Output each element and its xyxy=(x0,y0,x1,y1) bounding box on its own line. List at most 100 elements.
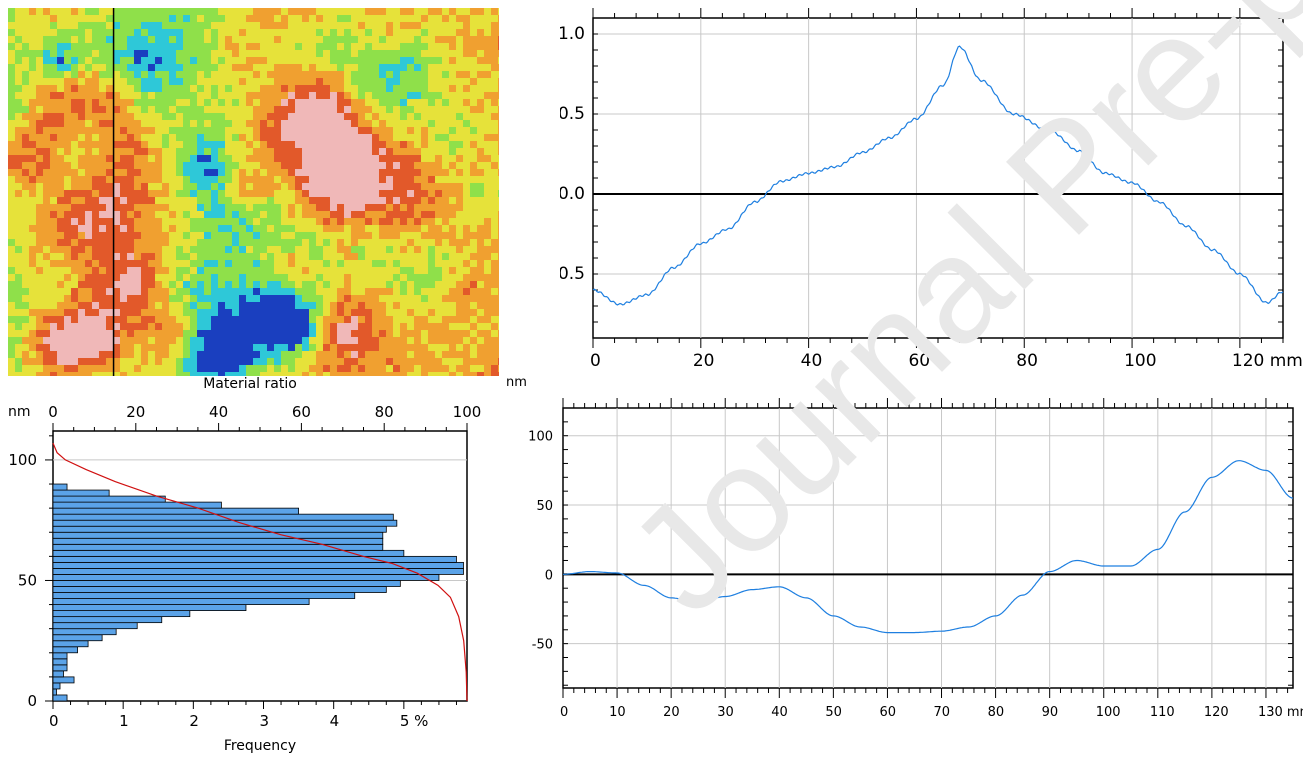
heatmap-cell xyxy=(134,120,141,127)
heatmap-cell xyxy=(106,64,113,71)
heatmap-cell xyxy=(267,57,274,64)
heatmap-cell xyxy=(372,218,379,225)
heatmap-cell xyxy=(204,15,211,22)
heatmap-cell xyxy=(239,8,246,15)
heatmap-cell xyxy=(253,302,260,309)
heatmap-cell xyxy=(92,36,99,43)
heatmap-cell xyxy=(274,78,281,85)
heatmap-cell xyxy=(407,134,414,141)
heatmap-cell xyxy=(435,281,442,288)
heatmap-cell xyxy=(379,211,386,218)
heatmap-cell xyxy=(162,239,169,246)
heatmap-cell xyxy=(358,204,365,211)
heatmap-cell xyxy=(456,127,463,134)
heatmap-cell xyxy=(218,239,225,246)
heatmap-cell xyxy=(470,218,477,225)
heatmap-cell xyxy=(169,288,176,295)
heatmap-cell xyxy=(470,197,477,204)
heatmap-cell xyxy=(148,211,155,218)
heatmap-cell xyxy=(162,127,169,134)
heatmap-cell xyxy=(274,106,281,113)
heatmap-cell xyxy=(218,288,225,295)
heatmap-cell xyxy=(484,106,491,113)
heatmap-cell xyxy=(64,225,71,232)
heatmap-cell xyxy=(386,253,393,260)
heatmap-cell xyxy=(477,218,484,225)
heatmap-cell xyxy=(484,127,491,134)
heatmap-cell xyxy=(113,120,120,127)
heatmap-cell xyxy=(421,169,428,176)
heatmap-cell xyxy=(134,274,141,281)
heatmap-cell xyxy=(344,260,351,267)
heatmap-cell xyxy=(232,57,239,64)
heatmap-cell xyxy=(92,302,99,309)
heatmap-cell xyxy=(386,155,393,162)
heatmap-cell xyxy=(498,337,505,344)
heatmap-cell xyxy=(29,141,36,148)
heatmap-cell xyxy=(218,302,225,309)
heatmap-cell xyxy=(253,85,260,92)
heatmap-cell xyxy=(239,78,246,85)
heatmap-cell xyxy=(204,183,211,190)
heatmap-cell xyxy=(113,57,120,64)
heatmap-cell xyxy=(155,148,162,155)
heatmap-cell xyxy=(330,176,337,183)
heatmap-cell xyxy=(449,295,456,302)
heatmap-cell xyxy=(239,239,246,246)
heatmap-cell xyxy=(435,92,442,99)
heatmap-cell xyxy=(400,253,407,260)
heatmap-cell xyxy=(400,351,407,358)
heatmap-cell xyxy=(8,323,15,330)
heatmap-cell xyxy=(148,246,155,253)
heatmap-cell xyxy=(463,323,470,330)
heatmap-cell xyxy=(169,330,176,337)
heatmap-cell xyxy=(400,281,407,288)
heatmap-cell xyxy=(197,162,204,169)
heatmap-cell xyxy=(386,148,393,155)
heatmap-cell xyxy=(484,8,491,15)
heatmap-cell xyxy=(393,316,400,323)
heatmap-cell xyxy=(225,302,232,309)
heatmap-cell xyxy=(386,127,393,134)
heatmap-cell xyxy=(92,232,99,239)
heatmap-cell xyxy=(169,113,176,120)
heatmap-cell xyxy=(477,78,484,85)
heatmap-cell xyxy=(120,29,127,36)
heatmap-cell xyxy=(337,309,344,316)
heatmap-cell xyxy=(372,176,379,183)
heatmap-cell xyxy=(204,85,211,92)
heatmap-cell xyxy=(260,8,267,15)
heatmap-cell xyxy=(43,239,50,246)
heatmap-cell xyxy=(148,141,155,148)
heatmap-cell xyxy=(393,372,400,379)
heatmap-cell xyxy=(449,267,456,274)
heatmap-cell xyxy=(36,141,43,148)
heatmap-cell xyxy=(449,183,456,190)
heatmap-cell xyxy=(281,302,288,309)
heatmap-cell xyxy=(50,183,57,190)
heatmap-cell xyxy=(22,29,29,36)
heatmap-cell xyxy=(57,253,64,260)
heatmap-cell xyxy=(197,85,204,92)
heatmap-cell xyxy=(127,183,134,190)
heatmap-cell xyxy=(435,267,442,274)
histogram-bar xyxy=(52,664,68,672)
heatmap-cell xyxy=(477,267,484,274)
heatmap-cell xyxy=(358,15,365,22)
heatmap-cell xyxy=(316,365,323,372)
heatmap-cell xyxy=(78,162,85,169)
heatmap-cell xyxy=(316,197,323,204)
heatmap-cell xyxy=(442,190,449,197)
heatmap-cell xyxy=(463,64,470,71)
heatmap-cell xyxy=(330,365,337,372)
heatmap-cell xyxy=(274,218,281,225)
heatmap-cell xyxy=(302,323,309,330)
heatmap-cell xyxy=(288,365,295,372)
heatmap-cell xyxy=(498,36,505,43)
heatmap-cell xyxy=(449,29,456,36)
heatmap-cell xyxy=(169,323,176,330)
heatmap-cell xyxy=(204,29,211,36)
heatmap-cell xyxy=(190,162,197,169)
heatmap-cell xyxy=(491,351,498,358)
heatmap-cell xyxy=(15,316,22,323)
